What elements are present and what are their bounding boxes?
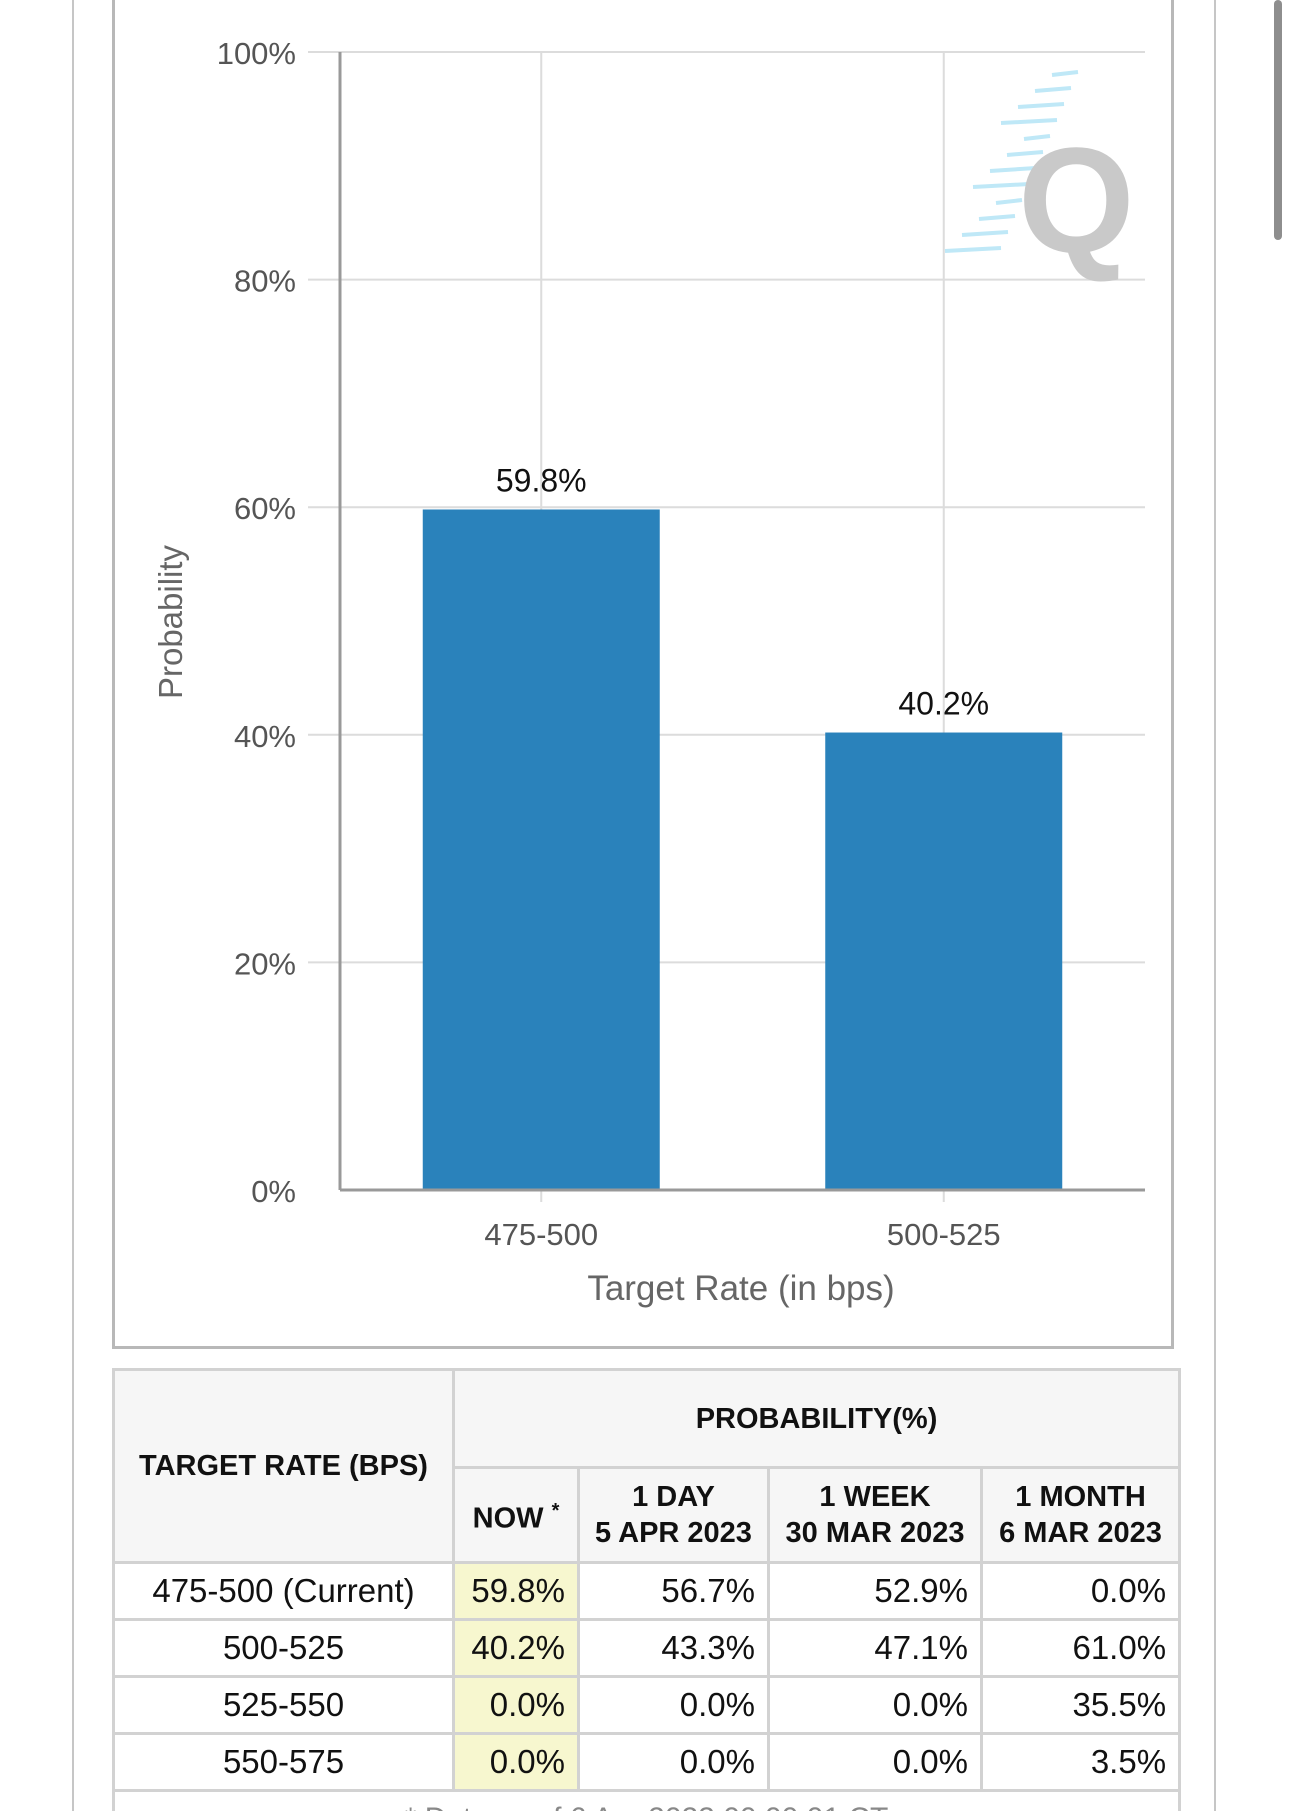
watermark-letter: Q bbox=[1018, 116, 1135, 284]
watermark-stripe bbox=[944, 246, 1002, 253]
watermark-stripe bbox=[1051, 70, 1079, 77]
day-cell: 0.0% bbox=[577, 1732, 770, 1792]
col-1month-header: 1 MONTH 6 MAR 2023 bbox=[979, 1466, 1182, 1564]
month-cell: 35.5% bbox=[979, 1675, 1182, 1735]
now-cell: 0.0% bbox=[452, 1732, 580, 1792]
page-border-left bbox=[72, 0, 74, 1811]
rate-cell: 475-500 (Current) bbox=[112, 1561, 455, 1621]
bars: 59.8% 40.2% bbox=[422, 462, 1063, 1190]
watermark-stripe bbox=[1006, 150, 1044, 157]
col-1day-label: 1 DAY bbox=[632, 1481, 715, 1513]
day-cell: 56.7% bbox=[577, 1561, 770, 1621]
week-cell: 47.1% bbox=[767, 1618, 983, 1678]
y-tick-label: 80% bbox=[234, 264, 296, 299]
col-now-label: NOW bbox=[472, 1502, 544, 1535]
watermark-stripe bbox=[989, 166, 1037, 173]
col-1week-date: 30 MAR 2023 bbox=[785, 1517, 965, 1549]
probability-header: PROBABILITY(%) bbox=[451, 1368, 1182, 1469]
col-1week-label: 1 WEEK bbox=[819, 1481, 931, 1513]
y-tick-label: 20% bbox=[234, 946, 296, 981]
col-1month-date: 6 MAR 2023 bbox=[999, 1517, 1162, 1549]
y-tick-label: 40% bbox=[234, 719, 296, 754]
now-footnote-marker: * bbox=[551, 1500, 560, 1523]
watermark-stripe bbox=[1023, 134, 1051, 141]
watermark-stripe bbox=[1000, 118, 1058, 125]
now-cell: 59.8% bbox=[452, 1561, 580, 1621]
x-tick-label: 475-500 bbox=[484, 1217, 598, 1252]
watermark-stripe bbox=[978, 214, 1016, 221]
bar-value-label: 40.2% bbox=[898, 686, 989, 722]
y-tick-label: 100% bbox=[217, 36, 296, 71]
y-tick-label: 60% bbox=[234, 491, 296, 526]
col-1day-header: 1 DAY 5 APR 2023 bbox=[577, 1466, 770, 1564]
rate-cell: 550-575 bbox=[112, 1732, 455, 1792]
y-tick-label: 0% bbox=[251, 1174, 296, 1209]
col-now-header: NOW * bbox=[452, 1466, 580, 1564]
col-1week-header: 1 WEEK 30 MAR 2023 bbox=[767, 1466, 983, 1564]
bar-value-label: 59.8% bbox=[496, 462, 587, 498]
table-row: 525-550 0.0% 0.0% 0.0% 35.5% bbox=[112, 1675, 1182, 1735]
now-cell: 0.0% bbox=[452, 1675, 580, 1735]
month-cell: 3.5% bbox=[979, 1732, 1182, 1792]
watermark-logo: Q bbox=[944, 70, 1135, 284]
week-cell: 52.9% bbox=[767, 1561, 983, 1621]
probability-table: TARGET RATE (BPS) PROBABILITY(%) NOW * 1… bbox=[111, 1368, 1182, 1811]
month-cell: 61.0% bbox=[979, 1618, 1182, 1678]
watermark-stripe bbox=[972, 182, 1030, 189]
x-axis-title: Target Rate (in bps) bbox=[587, 1269, 894, 1308]
table-row: 500-525 40.2% 43.3% 47.1% 61.0% bbox=[112, 1618, 1182, 1678]
watermark-stripe bbox=[995, 198, 1023, 205]
table-row: 475-500 (Current) 59.8% 56.7% 52.9% 0.0% bbox=[112, 1561, 1182, 1621]
week-cell: 0.0% bbox=[767, 1732, 983, 1792]
now-cell: 40.2% bbox=[452, 1618, 580, 1678]
bar bbox=[422, 509, 660, 1190]
table-footnote: * Data as of 6 Apr 2023 00:00:01 CT bbox=[111, 1789, 1182, 1811]
watermark-stripe bbox=[1017, 102, 1065, 109]
bar-chart: Q 59.8% 40.2% 0% 20% 40% 60% 80% 100% 475-500 50… bbox=[152, 36, 1145, 1308]
watermark-stripe bbox=[1034, 86, 1072, 93]
rate-cell: 525-550 bbox=[112, 1675, 455, 1735]
table-footnote-row: * Data as of 6 Apr 2023 00:00:01 CT bbox=[111, 1789, 1182, 1811]
page-border-right bbox=[1214, 0, 1216, 1811]
target-rate-header: TARGET RATE (BPS) bbox=[112, 1368, 455, 1564]
x-tick-label: 500-525 bbox=[887, 1217, 1001, 1252]
table-row: 550-575 0.0% 0.0% 0.0% 3.5% bbox=[112, 1732, 1182, 1792]
watermark-stripe bbox=[961, 230, 1009, 237]
scrollbar-thumb[interactable] bbox=[1274, 0, 1282, 240]
day-cell: 0.0% bbox=[577, 1675, 770, 1735]
bar bbox=[825, 732, 1063, 1190]
rate-cell: 500-525 bbox=[112, 1618, 455, 1678]
axes: 0% 20% 40% 60% 80% 100% 475-500 500-525 bbox=[217, 36, 1145, 1252]
y-axis-title: Probability bbox=[152, 544, 189, 699]
day-cell: 43.3% bbox=[577, 1618, 770, 1678]
col-1month-label: 1 MONTH bbox=[1015, 1481, 1146, 1513]
col-1day-date: 5 APR 2023 bbox=[595, 1517, 752, 1549]
month-cell: 0.0% bbox=[979, 1561, 1182, 1621]
week-cell: 0.0% bbox=[767, 1675, 983, 1735]
